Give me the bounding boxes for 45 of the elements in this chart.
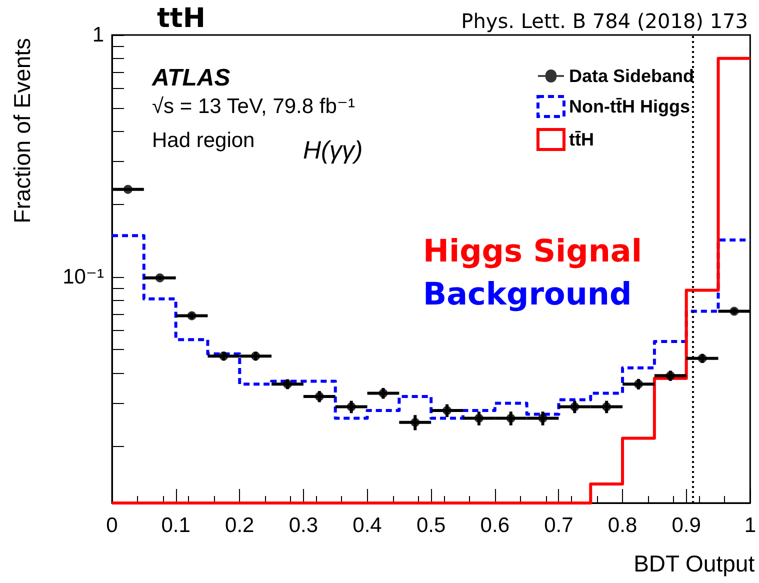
chart-subtitle: Phys. Lett. B 784 (2018) 173 — [461, 9, 748, 33]
point — [538, 414, 548, 423]
point — [698, 354, 707, 363]
annotation: H(γγ) — [303, 136, 363, 164]
legend-label: Data Sideband — [568, 66, 694, 86]
x-tick-label: 0.6 — [480, 514, 510, 537]
point — [378, 388, 388, 398]
x-tick-label: 0.3 — [288, 514, 318, 537]
annotation: Had region — [152, 129, 255, 152]
point — [283, 380, 292, 389]
point — [155, 273, 164, 282]
x-tick-label: 0.9 — [672, 514, 701, 537]
point — [123, 184, 132, 194]
point — [666, 371, 675, 380]
x-tick-label: 0.5 — [416, 514, 446, 537]
point — [730, 306, 739, 316]
x-tick-label: 0.2 — [225, 514, 254, 537]
annotation: ATLAS — [151, 64, 230, 92]
point — [219, 352, 228, 361]
point — [346, 402, 356, 412]
annotation: Higgs Signal — [423, 234, 642, 270]
annotation: √s = 13 TeV, 79.8 fb⁻¹ — [152, 95, 356, 118]
y-tick-label: 10⁻¹ — [62, 265, 104, 288]
point — [410, 418, 420, 427]
y-axis-title: Fraction of Events — [9, 38, 35, 224]
point — [442, 406, 452, 415]
point — [602, 402, 612, 412]
x-tick-label: 0.8 — [608, 514, 638, 537]
point — [314, 392, 324, 401]
x-tick-label: 0.7 — [544, 514, 574, 537]
x-tick-label: 0.1 — [161, 514, 190, 537]
x-tick-label: 0.4 — [352, 514, 382, 537]
point — [506, 414, 516, 423]
point — [474, 414, 484, 423]
point — [187, 311, 196, 320]
point — [634, 380, 643, 389]
legend-label: tt̄H — [568, 130, 594, 150]
x-tick-label: 0 — [106, 514, 118, 537]
chart-title: ttH — [157, 3, 206, 34]
x-axis-title: BDT Output — [634, 550, 756, 576]
legend-label: Non-tt̄H Higgs — [568, 96, 690, 116]
annotation: Background — [423, 276, 632, 312]
point — [251, 352, 260, 361]
x-tick-label: 1 — [744, 514, 756, 537]
point — [570, 402, 580, 412]
